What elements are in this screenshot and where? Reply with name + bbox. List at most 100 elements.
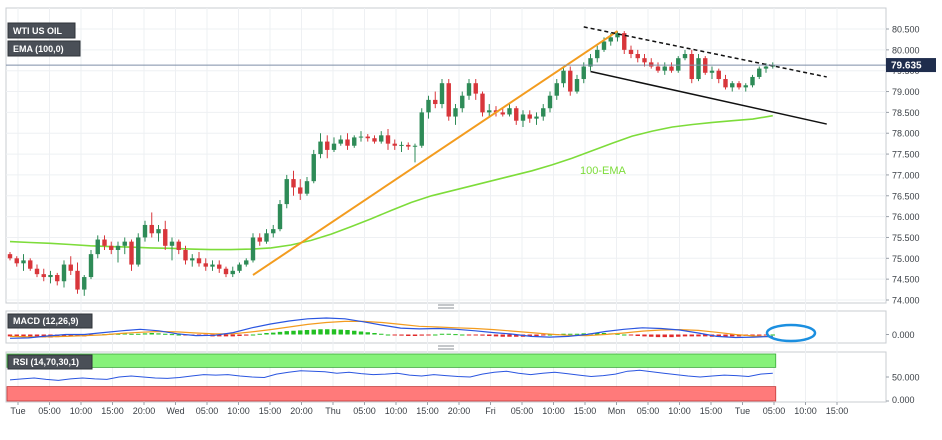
- macd-histogram-bar: [304, 330, 310, 335]
- x-tick-label: 15:00: [826, 406, 849, 416]
- y-tick-label: 77.000: [892, 170, 920, 180]
- instrument-label-box[interactable]: WTI US OIL: [7, 22, 76, 39]
- candle: [142, 220, 148, 242]
- candle: [743, 83, 748, 92]
- x-tick-label: Mon: [608, 406, 626, 416]
- grid-layer: [6, 8, 886, 402]
- candle: [682, 49, 688, 61]
- macd-histogram-bar: [34, 334, 40, 338]
- rsi-panel-grip[interactable]: [438, 345, 454, 350]
- candle: [372, 135, 377, 144]
- candle: [514, 106, 519, 125]
- y-tick-label: 76.500: [892, 191, 920, 201]
- macd-histogram-bar: [493, 334, 499, 337]
- candle: [75, 262, 80, 294]
- macd-histogram-bar: [250, 334, 256, 336]
- candle: [473, 79, 478, 100]
- candle: [264, 229, 269, 244]
- macd-signal-line: [9, 320, 773, 338]
- candle: [7, 252, 13, 261]
- candle: [311, 149, 316, 184]
- trend-layer: [252, 26, 827, 276]
- macd-histogram-bar: [655, 334, 661, 338]
- macd-histogram-bar: [487, 334, 492, 336]
- candle: [649, 58, 654, 69]
- macd-histogram-bar: [325, 329, 330, 335]
- candle: [406, 142, 411, 150]
- macd-histogram-bar: [149, 333, 154, 335]
- x-tick-label: Wed: [166, 406, 184, 416]
- macd-histogram-bar: [176, 334, 181, 336]
- candle: [230, 266, 235, 278]
- candle: [250, 233, 256, 263]
- candle: [379, 131, 384, 144]
- macd-histogram-bar: [689, 334, 694, 337]
- candle: [392, 139, 397, 150]
- macd-histogram-bar: [277, 331, 283, 335]
- candle: [676, 56, 681, 73]
- support-line: [590, 70, 827, 125]
- macd-histogram-bar: [136, 333, 141, 335]
- macd-histogram-bar: [68, 334, 73, 337]
- candle: [662, 62, 667, 75]
- macd-histogram-bar: [669, 334, 674, 338]
- candle: [500, 108, 505, 117]
- candle: [696, 54, 701, 82]
- macd-histogram-bar: [439, 333, 445, 335]
- macd-histogram-bar: [163, 333, 168, 335]
- candle: [439, 79, 445, 109]
- candle: [453, 104, 458, 125]
- macd-histogram-bar: [257, 333, 262, 335]
- ema-label: EMA (100,0): [13, 44, 64, 54]
- x-tick-label: 20:00: [133, 406, 156, 416]
- candle: [61, 260, 67, 288]
- price-panel-frame: [5, 7, 887, 304]
- candle: [709, 66, 715, 80]
- candle: [412, 143, 418, 163]
- candle: [399, 141, 404, 152]
- macd-histogram-bar: [541, 334, 546, 336]
- macd-histogram-bar: [534, 334, 539, 336]
- y-tick-label: 79.000: [892, 87, 920, 97]
- candle: [426, 95, 431, 119]
- macd-histogram-bar: [736, 334, 742, 337]
- macd-histogram-bar: [595, 333, 600, 335]
- candle: [352, 135, 357, 148]
- candle: [345, 133, 350, 150]
- candle: [534, 112, 539, 125]
- macd-label-box[interactable]: MACD (12,26,9): [7, 313, 93, 329]
- candle: [689, 49, 694, 84]
- macd-histogram-bar: [703, 334, 708, 337]
- price-badge: [886, 58, 936, 73]
- instrument-label: WTI US OIL: [13, 26, 62, 36]
- ema-annotation: 100-EMA: [580, 165, 627, 177]
- macd-panel-grip[interactable]: [438, 304, 454, 309]
- rsi-label-box[interactable]: RSI (14,70,30,1): [7, 354, 93, 370]
- x-tick-label: 15:00: [259, 406, 282, 416]
- x-tick-label: 05:00: [763, 406, 786, 416]
- candle: [210, 260, 215, 271]
- candle: [446, 79, 451, 121]
- rsi-oversold-zone: [6, 386, 777, 402]
- candle: [34, 264, 40, 278]
- candle: [88, 249, 94, 280]
- macd-histogram-bar: [264, 333, 269, 335]
- x-tick-label: 10:00: [385, 406, 408, 416]
- x-tick-label: Thu: [325, 406, 341, 416]
- x-tick-label: Tue: [10, 406, 25, 416]
- candle: [28, 258, 33, 271]
- candle: [338, 135, 343, 146]
- ema-label-box[interactable]: EMA (100,0): [7, 40, 81, 57]
- macd-histogram-bar: [406, 334, 411, 336]
- macd-histogram-bar: [750, 334, 755, 336]
- macd-histogram-bar: [379, 333, 384, 335]
- candle: [55, 272, 60, 286]
- macd-histogram-bar: [291, 330, 296, 335]
- macd-histogram-bar: [628, 334, 634, 336]
- y-tick-label: 74.500: [892, 275, 920, 285]
- macd-histogram-bar: [419, 334, 424, 336]
- macd-histogram-bar: [129, 333, 134, 335]
- macd-histogram-bar: [230, 334, 235, 337]
